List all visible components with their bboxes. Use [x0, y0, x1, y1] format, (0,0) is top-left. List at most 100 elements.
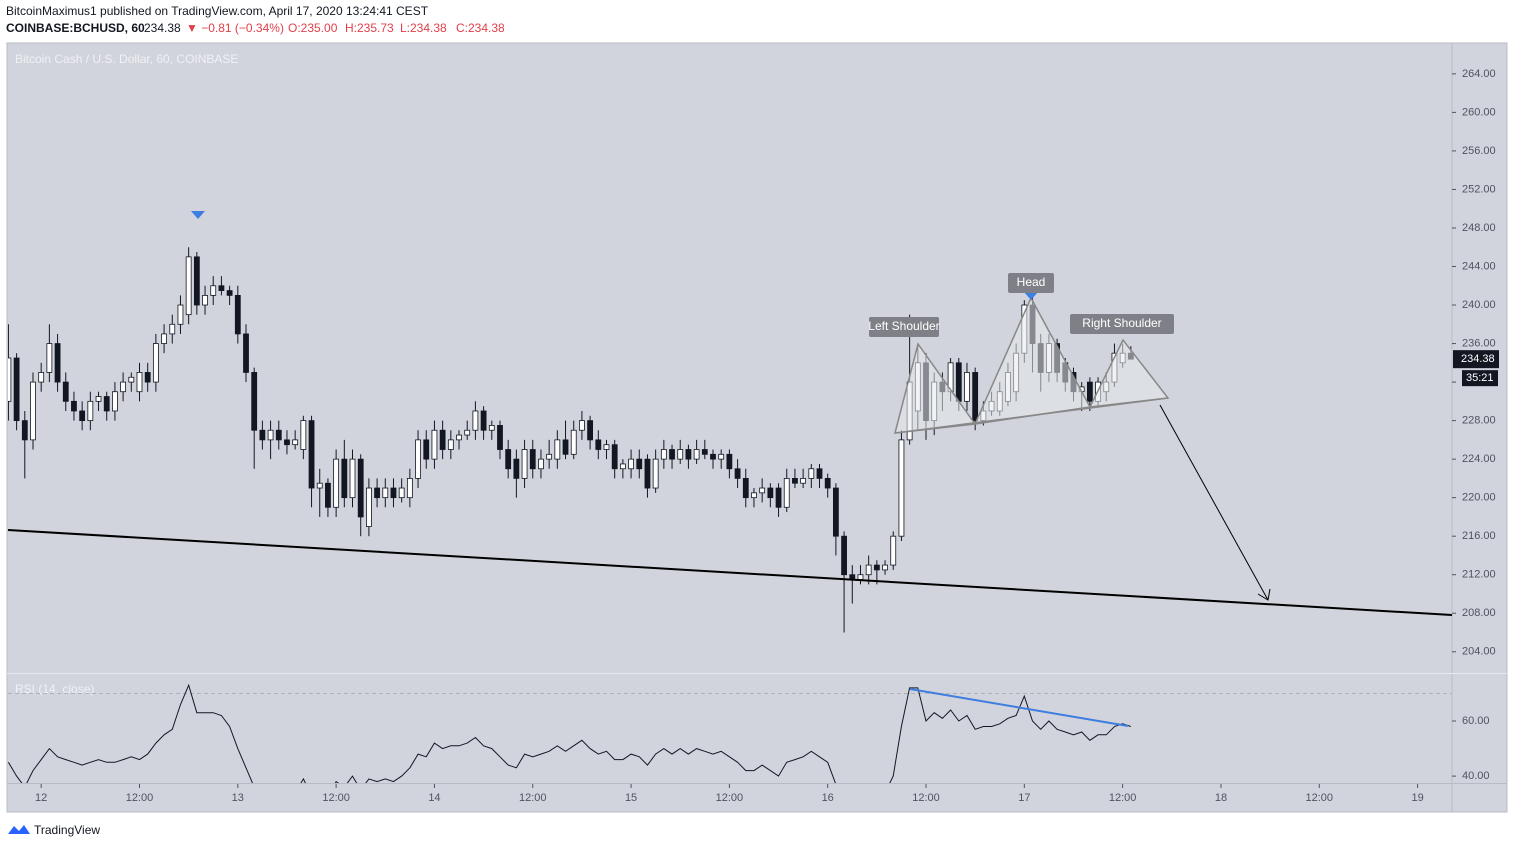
candle-body — [513, 458, 520, 479]
candle-body — [570, 429, 577, 455]
y-tick-label: 256.00 — [1462, 145, 1496, 157]
candle-body — [718, 453, 725, 460]
candle-body — [447, 439, 454, 450]
candle-body — [619, 463, 626, 470]
y-tick-label: 252.00 — [1462, 183, 1496, 195]
x-tick-label: 12:00 — [716, 792, 744, 804]
countdown: 35:21 — [1466, 372, 1494, 384]
rsi-title: RSI (14, close) — [15, 682, 94, 696]
candle-body — [529, 449, 536, 470]
candle-body — [62, 381, 69, 402]
annotation: Head — [1017, 275, 1046, 289]
logo — [8, 825, 30, 834]
candle-body — [701, 449, 708, 455]
last-price-label: 234.38 — [1461, 353, 1495, 365]
label-box — [869, 317, 939, 337]
rsi-line — [8, 683, 1131, 783]
candle-body — [521, 449, 528, 479]
symbol: COINBASE:BCHUSD, 60 — [6, 21, 145, 35]
candle-body — [579, 420, 585, 431]
candle-body — [742, 477, 749, 499]
x-tick-label: 12:00 — [912, 792, 940, 804]
candle-body — [595, 439, 602, 450]
candle-body — [562, 439, 569, 455]
candle-body — [726, 453, 733, 470]
candle-body — [456, 434, 462, 441]
last: 234.38 — [144, 21, 181, 35]
candle-body — [652, 458, 659, 489]
y-tick-label: 236.00 — [1462, 337, 1496, 349]
candle-body — [890, 535, 897, 566]
trendline — [7, 529, 1453, 616]
candle-body — [808, 468, 815, 479]
candle-body — [783, 477, 790, 508]
candle-body — [644, 458, 651, 489]
candle-body — [210, 285, 217, 296]
candle-body — [390, 487, 397, 499]
candle-body — [316, 482, 323, 489]
candle-body — [54, 343, 61, 383]
candle-body — [759, 487, 766, 494]
x-tick-label: 16 — [822, 792, 834, 804]
candle-body — [464, 429, 471, 436]
x-tick-label: 18 — [1215, 792, 1227, 804]
candle-body — [333, 458, 340, 508]
publisher: BitcoinMaximus1 published on TradingView… — [6, 4, 429, 18]
x-tick-label: 12:00 — [1109, 792, 1137, 804]
footer: TradingView — [34, 823, 100, 837]
candle-body — [964, 372, 970, 402]
candle-body — [30, 381, 36, 441]
y-tick-label: 60.00 — [1462, 715, 1490, 727]
candle-body — [79, 410, 86, 422]
candle-body — [480, 410, 487, 431]
y-tick-label: 220.00 — [1462, 492, 1496, 504]
candle-body — [382, 487, 389, 499]
candle-body — [95, 396, 102, 402]
y-tick-label: 224.00 — [1462, 453, 1496, 465]
candle-body — [103, 396, 110, 412]
y-tick-label: 40.00 — [1462, 770, 1490, 782]
candle-body — [267, 429, 274, 441]
candle-body — [431, 429, 438, 460]
candle-body — [374, 487, 380, 499]
label-box — [1070, 314, 1174, 334]
candle-body — [972, 372, 979, 422]
y-tick-label: 204.00 — [1462, 646, 1496, 658]
candle-body — [161, 333, 167, 344]
candle-body — [751, 492, 757, 499]
candle-body — [251, 372, 258, 431]
candle-body — [603, 444, 610, 450]
x-tick-label: 19 — [1411, 792, 1423, 804]
candle-body — [144, 372, 151, 383]
candle-body — [234, 294, 241, 335]
pane-title: Bitcoin Cash / U.S. Dollar, 60, COINBASE — [15, 52, 238, 66]
candle-body — [136, 372, 143, 393]
x-tick-label: 12 — [35, 792, 47, 804]
candle-body — [611, 444, 618, 470]
y-tick-label: 244.00 — [1462, 260, 1496, 272]
candle-body — [152, 343, 159, 383]
candle-body — [87, 400, 94, 422]
candle-body — [554, 439, 561, 460]
candle-body — [497, 425, 503, 450]
candle-body — [292, 439, 299, 446]
candle-body — [46, 343, 53, 373]
x-tick-label: 12:00 — [322, 792, 350, 804]
candle-body — [423, 439, 430, 460]
last-price-box — [1453, 350, 1499, 369]
candle-body — [112, 391, 118, 412]
candle-body — [169, 323, 176, 335]
candle-body — [365, 487, 372, 527]
candle-body — [505, 449, 512, 470]
y-tick-label: 240.00 — [1462, 299, 1496, 311]
candle-body — [71, 400, 77, 412]
candle-body — [120, 381, 127, 393]
ohlc: H:235.73 — [345, 21, 394, 35]
x-tick-label: 13 — [232, 792, 244, 804]
candle-body — [202, 294, 208, 306]
y-tick-label: 216.00 — [1462, 530, 1496, 542]
annotation: Right Shoulder — [1082, 316, 1161, 330]
x-tick-label: 17 — [1018, 792, 1030, 804]
